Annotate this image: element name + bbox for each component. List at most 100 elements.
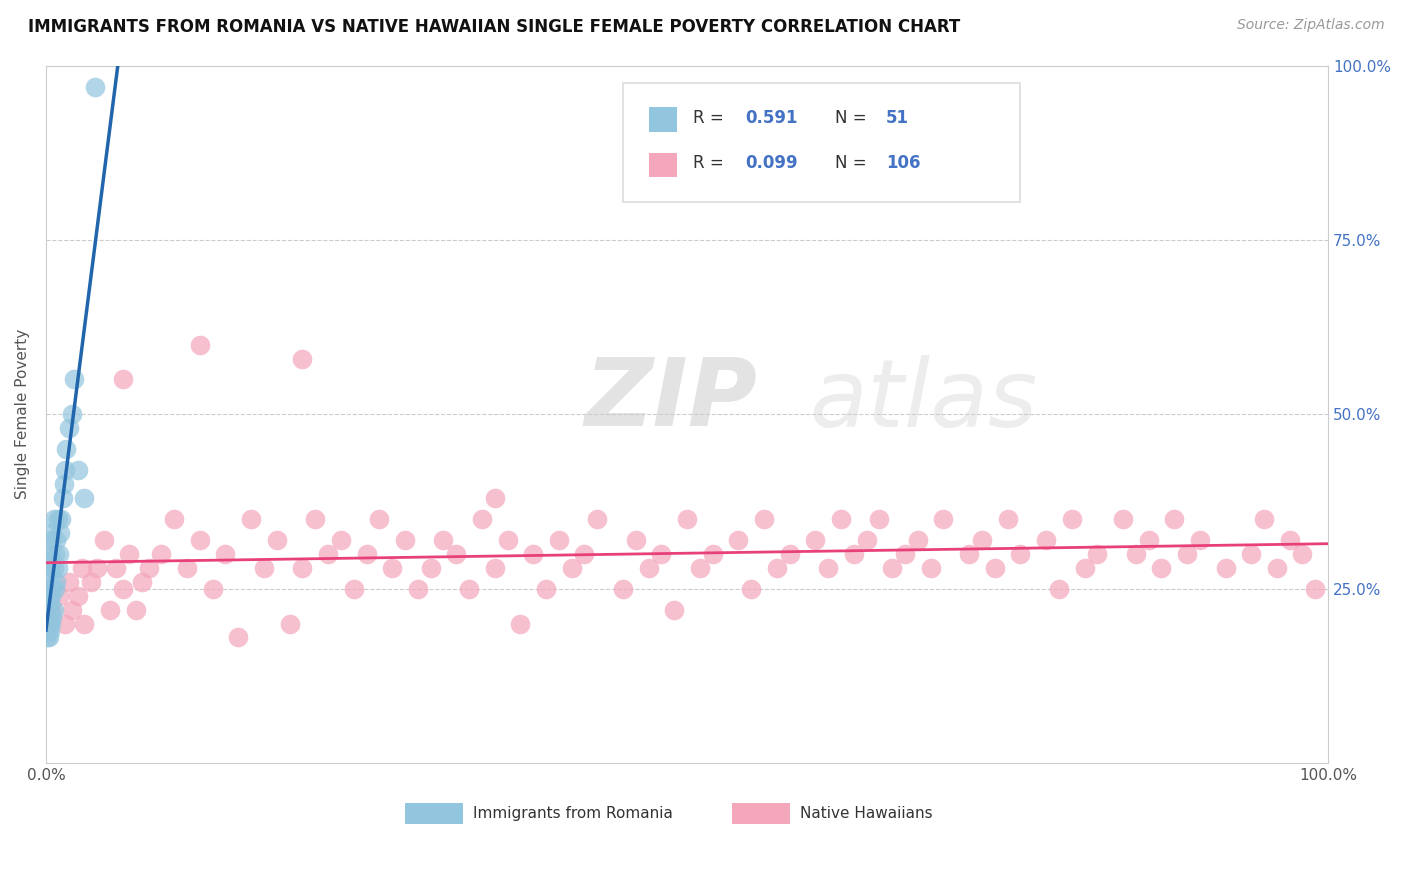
Point	[676, 512, 699, 526]
Point	[35, 631, 58, 645]
Point	[38, 582, 60, 596]
Point	[997, 512, 1019, 526]
Point	[111, 582, 134, 596]
FancyBboxPatch shape	[623, 83, 1021, 202]
Point	[63, 372, 86, 386]
Point	[291, 351, 314, 366]
Point	[868, 512, 890, 526]
Point	[842, 547, 865, 561]
Point	[740, 582, 762, 596]
Point	[111, 372, 134, 386]
Point	[1047, 582, 1070, 596]
Point	[42, 560, 65, 574]
Point	[73, 616, 96, 631]
Point	[1278, 533, 1301, 547]
Point	[932, 512, 955, 526]
Point	[266, 533, 288, 547]
Point	[1265, 560, 1288, 574]
Point	[52, 491, 75, 505]
Point	[73, 491, 96, 505]
Point	[291, 560, 314, 574]
Point	[484, 560, 506, 574]
Point	[80, 574, 103, 589]
Point	[356, 547, 378, 561]
Point	[48, 547, 70, 561]
Point	[201, 582, 224, 596]
Point	[1175, 547, 1198, 561]
Point	[226, 631, 249, 645]
Point	[41, 582, 63, 596]
Point	[39, 616, 62, 631]
Y-axis label: Single Female Poverty: Single Female Poverty	[15, 329, 30, 500]
Point	[38, 616, 60, 631]
Point	[329, 533, 352, 547]
Point	[1215, 560, 1237, 574]
Point	[49, 525, 72, 540]
Point	[509, 616, 531, 631]
Point	[37, 624, 59, 638]
Point	[38, 616, 60, 631]
Point	[304, 512, 326, 526]
Text: R =: R =	[693, 154, 730, 172]
Point	[419, 560, 441, 574]
Point	[38, 631, 60, 645]
Text: 106: 106	[886, 154, 921, 172]
Point	[1188, 533, 1211, 547]
Point	[907, 533, 929, 547]
Point	[44, 582, 66, 596]
Point	[39, 533, 62, 547]
Point	[547, 533, 569, 547]
FancyBboxPatch shape	[733, 804, 790, 824]
Point	[58, 421, 80, 435]
Point	[45, 533, 67, 547]
Point	[37, 616, 59, 631]
Point	[406, 582, 429, 596]
Point	[920, 560, 942, 574]
Point	[278, 616, 301, 631]
Point	[970, 533, 993, 547]
Point	[446, 547, 468, 561]
Point	[37, 596, 59, 610]
Point	[394, 533, 416, 547]
Point	[38, 602, 60, 616]
Point	[41, 554, 63, 568]
Point	[188, 533, 211, 547]
Point	[60, 407, 83, 421]
Point	[1060, 512, 1083, 526]
Point	[176, 560, 198, 574]
Point	[66, 589, 89, 603]
Point	[253, 560, 276, 574]
Point	[188, 337, 211, 351]
Point	[98, 602, 121, 616]
Point	[765, 560, 787, 574]
Point	[817, 560, 839, 574]
Point	[1291, 547, 1313, 561]
Point	[1010, 547, 1032, 561]
Point	[727, 533, 749, 547]
Point	[38, 560, 60, 574]
Point	[1240, 547, 1263, 561]
Point	[1112, 512, 1135, 526]
Point	[1085, 547, 1108, 561]
Point	[957, 547, 980, 561]
Point	[574, 547, 596, 561]
Point	[855, 533, 877, 547]
Point	[458, 582, 481, 596]
Point	[484, 491, 506, 505]
Point	[66, 463, 89, 477]
Point	[44, 547, 66, 561]
Point	[37, 602, 59, 616]
Text: atlas: atlas	[808, 355, 1038, 446]
Point	[368, 512, 391, 526]
Point	[664, 602, 686, 616]
Point	[83, 79, 105, 94]
Point	[689, 560, 711, 574]
Point	[586, 512, 609, 526]
Point	[1305, 582, 1327, 596]
Point	[38, 582, 60, 596]
Point	[86, 560, 108, 574]
Point	[55, 442, 77, 457]
Point	[702, 547, 724, 561]
Point	[41, 525, 63, 540]
Point	[38, 547, 60, 561]
